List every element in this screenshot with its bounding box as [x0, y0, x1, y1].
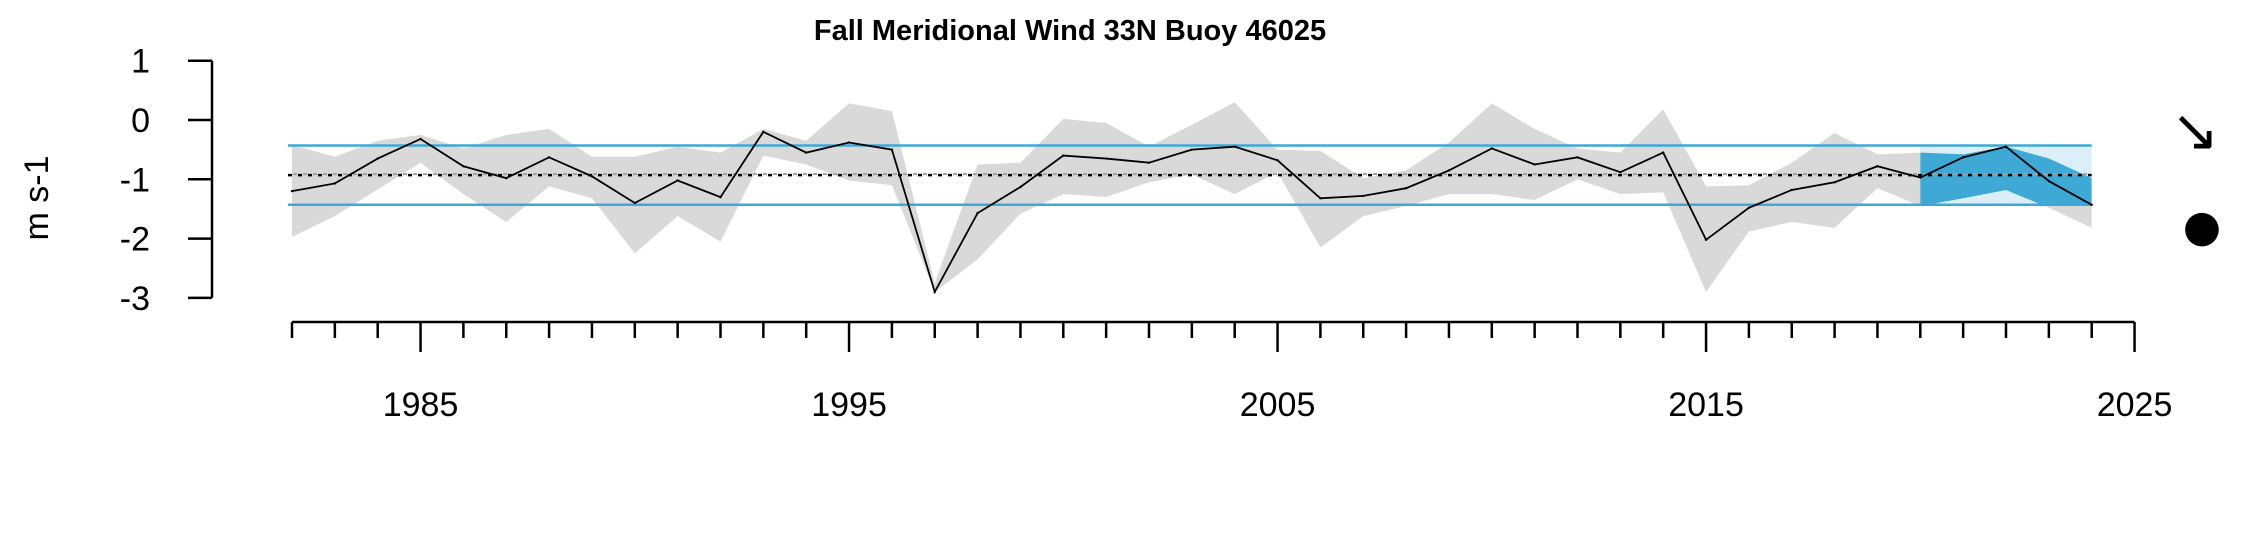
data-point: [1062, 154, 1065, 157]
data-point: [1233, 145, 1236, 148]
data-point: [976, 211, 979, 215]
chart-title: Fall Meridional Wind 33N Buoy 46025: [814, 15, 1326, 47]
data-point: [2004, 145, 2008, 148]
data-point: [762, 130, 765, 134]
data-point: [1276, 159, 1279, 162]
y-tick-label: 1: [131, 43, 150, 81]
y-tick-label: -2: [120, 221, 150, 259]
data-point: [1404, 186, 1408, 190]
x-tick-label: 1985: [383, 386, 459, 424]
recent-mean-dot-icon: ●: [2183, 201, 2221, 252]
data-point: [462, 165, 465, 168]
x-tick-label: 1995: [811, 386, 887, 424]
data-point: [890, 148, 894, 151]
data-point: [933, 290, 936, 294]
data-point: [847, 141, 851, 144]
data-point: [590, 175, 594, 178]
data-point: [1662, 151, 1665, 154]
data-point: [1362, 194, 1365, 198]
y-tick-label: -1: [120, 161, 150, 199]
data-point: [1533, 163, 1536, 166]
data-point: [719, 195, 722, 199]
data-point: [2047, 179, 2051, 183]
data-point: [1619, 170, 1622, 174]
data-point: [1876, 165, 1879, 168]
data-point: [1747, 206, 1751, 209]
data-point: [1961, 156, 1965, 159]
data-point: [505, 176, 508, 180]
plot-area: 1 0 -1 -2 -3 1985 1995 2005 2015 2025: [120, 43, 2173, 424]
data-point: [1104, 157, 1108, 160]
data-point: [1490, 147, 1494, 150]
data-point: [547, 156, 551, 159]
y-tick-label: 0: [131, 102, 150, 140]
data-point: [1147, 161, 1151, 164]
data-point: [419, 137, 422, 141]
y-tick-label: -3: [120, 280, 150, 318]
recent-period-fill: [1920, 146, 2092, 205]
data-point: [1190, 148, 1194, 151]
data-point: [290, 189, 294, 193]
trend-arrow-icon: ↘: [2171, 96, 2220, 164]
x-tick-label: 2025: [2097, 386, 2173, 424]
data-point: [1447, 169, 1451, 172]
data-point: [333, 182, 337, 185]
data-point: [1790, 188, 1793, 192]
data-point: [1576, 156, 1579, 159]
data-point: [676, 179, 679, 182]
x-tick-label: 2015: [1668, 386, 1744, 424]
data-point: [1919, 176, 1922, 179]
y-axis-title: m s-1: [18, 156, 56, 241]
data-point: [1319, 197, 1322, 200]
data-point: [633, 201, 636, 205]
data-point: [1704, 238, 1708, 241]
data-point: [376, 157, 379, 160]
uncertainty-band: [292, 102, 2092, 292]
data-point: [805, 151, 808, 154]
data-point: [1833, 181, 1836, 184]
x-tick-label: 2005: [1240, 386, 1316, 424]
data-point: [1019, 185, 1022, 189]
data-point: [2090, 203, 2093, 206]
